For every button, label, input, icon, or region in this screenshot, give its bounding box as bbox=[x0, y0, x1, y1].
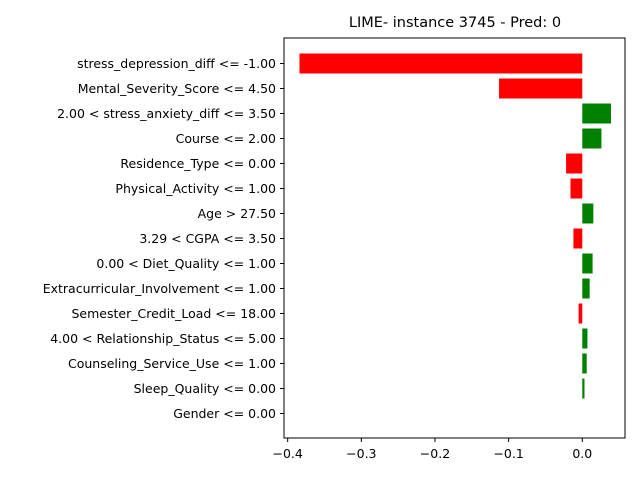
y-tick-label: Physical_Activity <= 1.00 bbox=[115, 181, 276, 196]
x-ticks-group: −0.4 −0.3 −0.2 −0.1 0.0 bbox=[273, 438, 592, 461]
x-tick-label: 0.0 bbox=[572, 446, 592, 461]
bar-9 bbox=[582, 278, 590, 299]
y-tick-label: Age > 27.50 bbox=[198, 206, 276, 221]
bar-11 bbox=[582, 328, 588, 349]
x-tick-label: −0.1 bbox=[493, 446, 523, 461]
bar-3 bbox=[582, 128, 602, 149]
y-tick-label: Semester_Credit_Load <= 18.00 bbox=[72, 306, 277, 321]
x-tick-label: −0.3 bbox=[346, 446, 376, 461]
bar-4 bbox=[566, 153, 583, 174]
bar-12 bbox=[582, 353, 587, 374]
y-tick-label: Extracurricular_Involvement <= 1.00 bbox=[43, 281, 276, 296]
y-tick-label: 2.00 < stress_anxiety_diff <= 3.50 bbox=[57, 106, 276, 121]
y-tick-label: Residence_Type <= 0.00 bbox=[120, 156, 276, 171]
bar-6 bbox=[582, 203, 594, 224]
bar-7 bbox=[573, 228, 583, 249]
y-tick-label: 3.29 < CGPA <= 3.50 bbox=[139, 231, 276, 246]
bar-8 bbox=[582, 253, 593, 274]
bar-0 bbox=[299, 53, 583, 74]
bars-group bbox=[299, 53, 612, 399]
y-ticks-group: stress_depression_diff <= -1.00 Mental_Se… bbox=[43, 56, 284, 421]
chart-title: LIME- instance 3745 - Pred: 0 bbox=[349, 15, 561, 31]
bar-10 bbox=[578, 303, 583, 324]
y-tick-label: Counseling_Service_Use <= 1.00 bbox=[68, 356, 276, 371]
y-tick-label: Gender <= 0.00 bbox=[173, 406, 276, 421]
y-tick-label: Course <= 2.00 bbox=[176, 131, 276, 146]
x-tick-label: −0.2 bbox=[420, 446, 450, 461]
axes-frame bbox=[283, 37, 626, 439]
x-tick-label: −0.4 bbox=[273, 446, 303, 461]
bar-5 bbox=[570, 178, 583, 199]
bar-13 bbox=[582, 378, 585, 399]
y-tick-label: 0.00 < Diet_Quality <= 1.00 bbox=[96, 256, 276, 271]
y-tick-label: 4.00 < Relationship_Status <= 5.00 bbox=[50, 331, 276, 346]
y-tick-label: stress_depression_diff <= -1.00 bbox=[77, 56, 276, 71]
y-tick-label: Mental_Severity_Score <= 4.50 bbox=[78, 81, 276, 96]
bar-1 bbox=[499, 78, 583, 99]
bar-2 bbox=[582, 103, 612, 124]
y-tick-label: Sleep_Quality <= 0.00 bbox=[134, 381, 276, 396]
